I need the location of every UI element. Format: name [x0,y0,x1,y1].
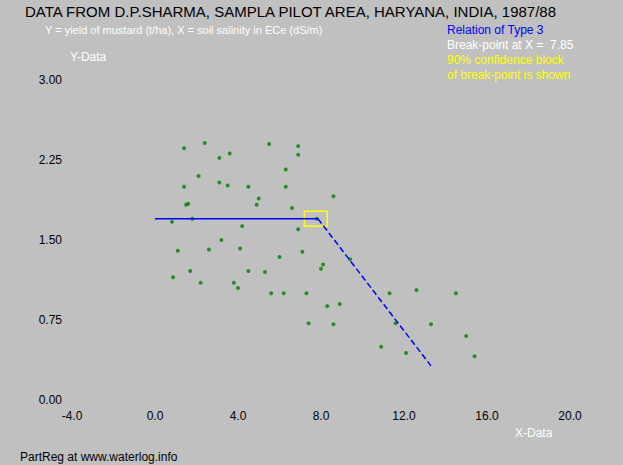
svg-text:20.0: 20.0 [558,409,582,423]
svg-text:1.50: 1.50 [39,233,63,247]
svg-text:Y-Data: Y-Data [70,50,107,64]
svg-text:16.0: 16.0 [475,409,499,423]
svg-text:3.00: 3.00 [39,73,63,87]
svg-text:of break-point is shown: of break-point is shown [447,68,570,82]
svg-text:0.75: 0.75 [39,313,63,327]
svg-text:X-Data: X-Data [515,426,553,440]
svg-text:Break-point at X = 7.85: Break-point at X = 7.85 [447,38,574,52]
svg-text:8.0: 8.0 [313,409,330,423]
svg-text:Relation of Type 3: Relation of Type 3 [447,23,544,37]
svg-text:12.0: 12.0 [392,409,416,423]
svg-text:Y = yield of mustard (t/ha), X: Y = yield of mustard (t/ha), X = soil sa… [45,24,322,36]
svg-text:PartReg at www.waterlog.info: PartReg at www.waterlog.info [20,450,178,464]
svg-text:-4.0: -4.0 [62,409,83,423]
svg-text:DATA FROM D.P.SHARMA, SAMPLA P: DATA FROM D.P.SHARMA, SAMPLA PILOT AREA,… [25,3,556,20]
svg-text:4.0: 4.0 [230,409,247,423]
svg-text:0.0: 0.0 [147,409,164,423]
svg-text:0.00: 0.00 [39,393,63,407]
svg-text:2.25: 2.25 [39,153,63,167]
svg-text:90% confidence block: 90% confidence block [447,53,565,67]
